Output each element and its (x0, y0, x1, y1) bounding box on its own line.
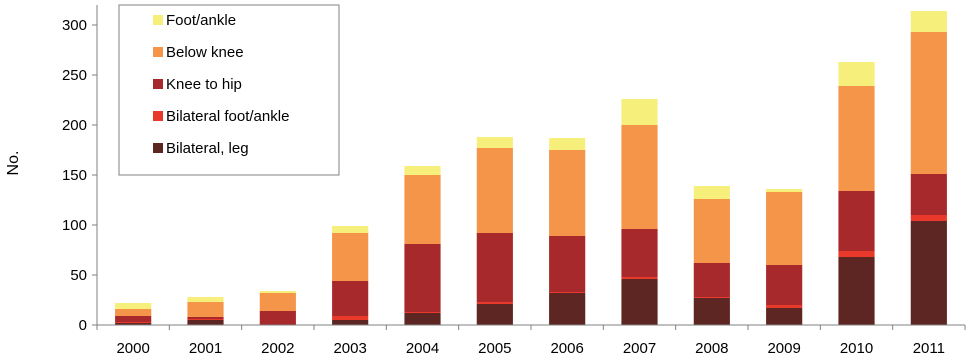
bar-segment-2005-3 (476, 148, 513, 233)
bar-segment-2006-3 (549, 150, 586, 236)
bar-segment-2009-2 (766, 265, 803, 305)
bar-segment-2006-4 (549, 138, 586, 150)
bar-segment-2002-4 (259, 291, 296, 293)
bar-segment-2008-1 (693, 297, 730, 298)
bar-segment-2008-2 (693, 263, 730, 297)
y-tick-label-200: 200 (62, 117, 87, 134)
legend-label-0: Foot/ankle (166, 12, 236, 29)
bar-segment-2005-1 (476, 302, 513, 304)
y-tick-label-250: 250 (62, 67, 87, 84)
bar-segment-2003-0 (332, 320, 369, 325)
bar-segment-2006-2 (549, 236, 586, 292)
bar-segment-2007-3 (621, 125, 658, 229)
bar-segment-2000-0 (115, 323, 152, 325)
bar-segment-2002-2 (259, 311, 296, 325)
bar-segment-2011-0 (910, 221, 947, 325)
legend-swatch-0 (153, 15, 163, 25)
bar-segment-2011-3 (910, 32, 947, 174)
x-tick-label-2007: 2007 (623, 340, 656, 357)
bar-segment-2004-0 (404, 313, 441, 325)
bar-segment-2010-1 (838, 251, 875, 257)
bar-segment-2008-3 (693, 199, 730, 263)
legend-swatch-4 (153, 143, 163, 153)
bar-segment-2003-4 (332, 226, 369, 233)
bar-segment-2011-2 (910, 174, 947, 215)
bar-segment-2008-4 (693, 186, 730, 199)
x-tick-label-2009: 2009 (767, 340, 800, 357)
bar-segment-2007-2 (621, 229, 658, 277)
bar-segment-2003-1 (332, 316, 369, 320)
bar-segment-2006-1 (549, 292, 586, 293)
bar-segment-2009-0 (766, 308, 803, 325)
bar-segment-2000-1 (115, 322, 152, 323)
bar-segment-2009-4 (766, 189, 803, 192)
bar-segment-2011-1 (910, 215, 947, 221)
bar-segment-2004-1 (404, 312, 441, 313)
legend-label-2: Knee to hip (166, 76, 242, 93)
x-tick-label-2008: 2008 (695, 340, 728, 357)
bar-segment-2003-3 (332, 233, 369, 281)
y-tick-label-100: 100 (62, 217, 87, 234)
bar-segment-2011-4 (910, 11, 947, 32)
x-tick-label-2004: 2004 (406, 340, 439, 357)
legend-label-1: Below knee (166, 44, 244, 61)
x-tick-label-2002: 2002 (261, 340, 294, 357)
bar-segment-2001-4 (187, 297, 224, 302)
bar-segment-2009-3 (766, 192, 803, 265)
legend-label-3: Bilateral foot/ankle (166, 108, 289, 125)
bars-layer (115, 11, 947, 325)
bar-segment-2007-4 (621, 99, 658, 125)
bar-segment-2004-3 (404, 175, 441, 244)
x-tick-label-2003: 2003 (333, 340, 366, 357)
bar-segment-2003-2 (332, 281, 369, 316)
bar-segment-2001-0 (187, 320, 224, 325)
bar-segment-2004-2 (404, 244, 441, 312)
bar-segment-2005-2 (476, 233, 513, 302)
y-axis-title: No. (5, 151, 22, 176)
legend-swatch-1 (153, 47, 163, 57)
legend-swatch-2 (153, 79, 163, 89)
bar-segment-2007-0 (621, 279, 658, 325)
legend: Foot/ankle Below knee Knee to hip Bilateral… (118, 4, 340, 176)
bar-segment-2006-0 (549, 293, 586, 325)
bar-segment-2010-0 (838, 257, 875, 325)
y-tick-label-50: 50 (70, 267, 87, 284)
bar-segment-2007-1 (621, 277, 658, 279)
legend-swatch-3 (153, 111, 163, 121)
x-tick-label-2001: 2001 (189, 340, 222, 357)
y-tick-label-0: 0 (79, 317, 87, 334)
bar-segment-2001-2 (187, 317, 224, 319)
legend-label-4: Bilateral, leg (166, 140, 249, 157)
x-tick-label-2011: 2011 (913, 340, 945, 357)
x-tick-label-2000: 2000 (116, 340, 149, 357)
bar-segment-2009-1 (766, 305, 803, 308)
x-tick-label-2005: 2005 (478, 340, 511, 357)
bar-segment-2004-4 (404, 166, 441, 175)
bar-segment-2001-1 (187, 319, 224, 320)
y-tick-label-150: 150 (62, 167, 87, 184)
bar-segment-2002-3 (259, 293, 296, 311)
bar-segment-2008-0 (693, 298, 730, 325)
bar-segment-2000-4 (115, 303, 152, 309)
bar-segment-2010-3 (838, 86, 875, 191)
axes-layer: 0 50 100 150 200 250 300 2000 2001 2002 2003 2004 20… (62, 5, 966, 357)
bar-segment-2000-2 (115, 316, 152, 322)
x-tick-label-2010: 2010 (840, 340, 873, 357)
bar-segment-2005-4 (476, 137, 513, 148)
x-tick-label-2006: 2006 (550, 340, 583, 357)
bar-segment-2010-2 (838, 191, 875, 251)
bar-segment-2005-0 (476, 304, 513, 325)
y-tick-label-300: 300 (62, 17, 87, 34)
bar-segment-2001-3 (187, 302, 224, 317)
bar-segment-2010-4 (838, 62, 875, 86)
bar-segment-2000-3 (115, 309, 152, 316)
